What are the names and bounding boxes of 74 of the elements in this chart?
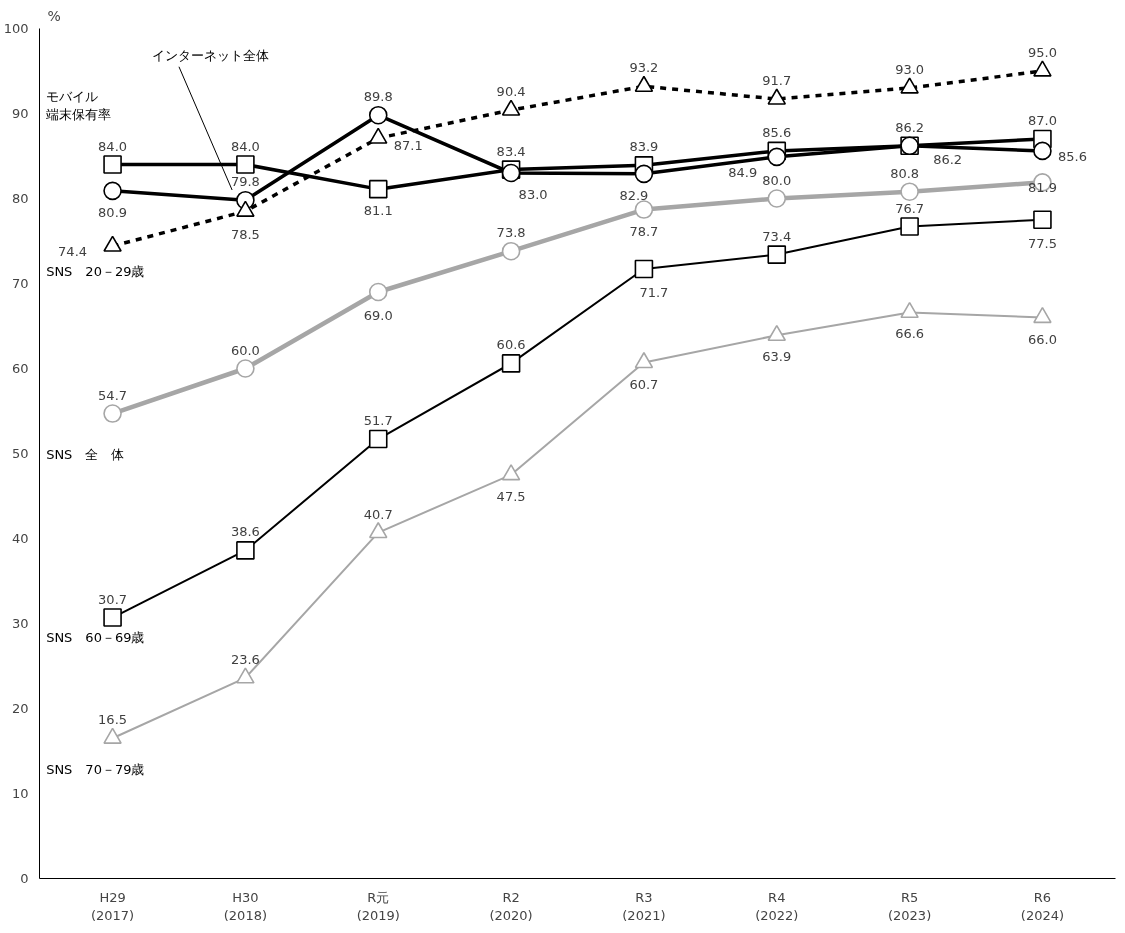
x-tick-label: R4 (2022) (755, 889, 799, 923)
y-tick-label: 80 (11, 191, 29, 206)
data-label: 16.5 (98, 712, 128, 728)
data-label: 74.4 (58, 244, 88, 260)
data-label: 60.0 (230, 342, 260, 358)
data-label: 80.8 (890, 165, 920, 181)
data-label: 38.6 (230, 524, 260, 540)
x-tick-label: R6 (2024) (1020, 889, 1065, 923)
data-label: 30.7 (98, 591, 128, 607)
data-label: 54.7 (98, 387, 128, 403)
data-label: 78.7 (629, 223, 659, 239)
text: モバイル端末保有率 (46, 89, 112, 122)
data-label: 71.7 (639, 285, 669, 301)
x-tick-label: R元 (2019) (356, 889, 400, 923)
y-tick-label: 10 (11, 786, 29, 801)
data-label: 84.9 (728, 164, 758, 180)
data-label: 69.0 (363, 308, 393, 323)
x-tick-label: R2 (2020) (489, 889, 533, 923)
data-label: 78.5 (230, 227, 260, 243)
text: インターネット全体 (152, 47, 270, 63)
data-label: 84.0 (98, 138, 128, 154)
y-tick-label: 50 (11, 446, 29, 461)
data-label: 47.5 (496, 488, 526, 504)
data-label: 87.0 (1027, 113, 1057, 128)
data-label: 79.8 (230, 174, 260, 190)
data-label: 86.2 (895, 119, 925, 135)
y-tick-label: 70 (11, 276, 29, 291)
data-label: 60.7 (629, 376, 659, 392)
data-label: 89.8 (363, 89, 393, 105)
data-label: 87.1 (393, 138, 423, 154)
data-label: 83.4 (496, 143, 526, 159)
data-label: 40.7 (363, 506, 393, 522)
series-label: SNS 20－29歳 (46, 264, 145, 280)
data-label: 84.0 (230, 138, 260, 154)
data-label: 85.6 (762, 124, 792, 140)
y-tick-label: 20 (11, 701, 29, 716)
data-label: 76.7 (895, 200, 925, 216)
data-label: 80.0 (762, 172, 792, 188)
data-label: 90.4 (496, 84, 526, 100)
x-tick-label: H30 (2018) (223, 889, 268, 923)
data-label: 66.0 (1027, 331, 1057, 347)
data-label: 23.6 (230, 651, 260, 667)
y-axis-title: % (47, 7, 61, 24)
data-label: 95.0 (1027, 45, 1057, 60)
y-tick-label: 60 (11, 361, 29, 376)
series-label: SNS 60－69歳 (46, 629, 145, 645)
data-label: 81.9 (1027, 180, 1057, 196)
y-tick-label: 40 (11, 531, 29, 546)
x-tick-label: R3 (2021) (622, 889, 666, 923)
data-label: 73.8 (496, 225, 526, 241)
data-label: 80.9 (98, 204, 128, 220)
data-label: 83.9 (629, 139, 659, 155)
y-tick-label: 0 (20, 871, 29, 886)
data-label: 60.6 (496, 337, 526, 353)
data-label: 77.5 (1027, 235, 1057, 251)
y-tick-label: 100 (3, 21, 29, 36)
data-label: 73.4 (762, 228, 792, 244)
data-label: 83.0 (518, 187, 548, 202)
x-tick-label: R5 (2023) (887, 889, 932, 923)
text: SNS 全 体 (46, 447, 125, 462)
data-label: 81.1 (363, 203, 393, 219)
data-label: 63.9 (762, 349, 792, 365)
data-label: 82.9 (619, 187, 649, 203)
data-label: 85.6 (1057, 148, 1087, 164)
text: SNS 70－79歳 (46, 761, 145, 777)
y-tick-label: 90 (11, 106, 29, 121)
data-label: 93.0 (895, 62, 925, 77)
data-label: 93.2 (629, 60, 659, 76)
data-label: 66.6 (895, 326, 925, 342)
x-tick-label: H29 (2017) (90, 889, 135, 923)
y-tick-label: 30 (11, 616, 29, 631)
data-label: 51.7 (363, 413, 393, 429)
data-label: 91.7 (762, 73, 792, 89)
data-label: 86.2 (933, 151, 963, 167)
